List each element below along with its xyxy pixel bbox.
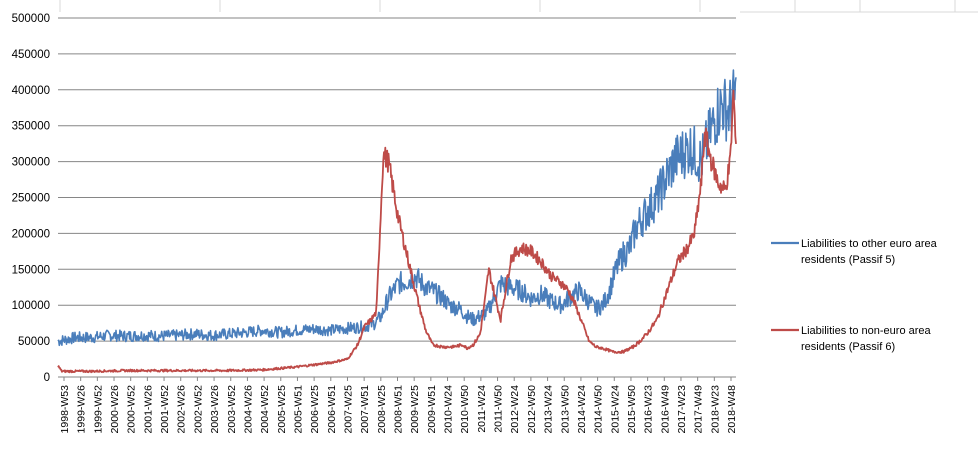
legend[interactable]: Liabilities to other euro area residents… [771, 238, 938, 353]
legend-label-passif-6-line2: residents (Passif 6) [801, 341, 895, 353]
x-tick-label: 2015-W50 [626, 385, 638, 434]
x-tick-label: 2014-W24 [576, 385, 588, 434]
x-tick-label: 2011-W50 [493, 385, 505, 433]
x-tick-label: 2014-W50 [593, 385, 605, 434]
y-tick-label: 250000 [12, 193, 50, 205]
legend-label-passif-6-line1: Liabilities to non-euro area [801, 325, 932, 337]
x-tick-label: 2002-W52 [192, 385, 204, 434]
x-tick-label: 2009-W51 [426, 385, 438, 434]
x-tick-label: 2000-W26 [109, 385, 121, 434]
legend-item-passif-6[interactable]: Liabilities to non-euro area residents (… [771, 325, 932, 353]
x-tick-label: 2002-W26 [176, 385, 188, 434]
x-tick-label: 1999-W26 [76, 385, 88, 434]
x-tick-label: 2016-W23 [643, 385, 655, 434]
x-tick-label: 1998-W53 [59, 385, 71, 434]
x-tick-label: 2013-W24 [543, 385, 555, 434]
y-tick-label: 350000 [12, 121, 50, 133]
legend-label-passif-5-line1: Liabilities to other euro area [801, 238, 938, 250]
y-tick-label: 400000 [12, 85, 50, 97]
x-tick-label: 2005-W25 [276, 385, 288, 434]
x-tick-label: 2013-W50 [559, 385, 571, 434]
x-tick-label: 2007-W51 [359, 385, 371, 434]
x-tick-label: 2017-W23 [676, 385, 688, 434]
legend-item-passif-5[interactable]: Liabilities to other euro area residents… [771, 238, 938, 266]
y-tick-label: 50000 [18, 336, 50, 348]
x-tick-label: 2001-W52 [159, 385, 171, 434]
x-tick-label: 2004-W26 [242, 385, 254, 434]
x-tick-label: 2018-W48 [726, 385, 738, 434]
spreadsheet-gridlines [59, 0, 978, 13]
x-tick-label: 1999-W52 [92, 385, 104, 434]
x-axis-tick-labels: 1998-W53 1999-W26 1999-W52 2000-W26 2000-W52… [59, 385, 738, 434]
series-lines [57, 69, 737, 374]
y-tick-label: 500000 [12, 13, 50, 25]
horizontal-gridlines [58, 17, 736, 378]
x-axis-tick-marks [63, 377, 732, 381]
legend-label-passif-5-line2: residents (Passif 5) [801, 254, 895, 266]
x-tick-label: 2006-W51 [326, 385, 338, 434]
x-tick-label: 2012-W24 [509, 385, 521, 434]
y-tick-label: 300000 [12, 157, 50, 169]
x-tick-label: 2007-W25 [342, 385, 354, 434]
x-tick-label: 2012-W50 [526, 385, 538, 434]
y-tick-label: 150000 [12, 264, 50, 276]
series-line-passif-6 [57, 89, 737, 374]
y-tick-label: 200000 [12, 228, 50, 240]
x-tick-label: 2000-W52 [126, 385, 138, 434]
x-tick-label: 2001-W26 [142, 385, 154, 434]
x-tick-label: 2005-W51 [292, 385, 304, 434]
x-tick-label: 2018-W23 [709, 385, 721, 434]
x-tick-label: 2004-W52 [259, 385, 271, 434]
x-tick-label: 2008-W25 [376, 385, 388, 434]
x-tick-label: 2003-W52 [226, 385, 238, 434]
x-tick-label: 2006-W25 [309, 385, 321, 434]
y-tick-label: 450000 [12, 49, 50, 61]
y-tick-label: 100000 [12, 300, 50, 312]
x-tick-label: 2016-W49 [659, 385, 671, 434]
x-tick-label: 2011-W24 [476, 385, 488, 433]
y-tick-label: 0 [44, 372, 50, 384]
x-tick-label: 2017-W49 [693, 385, 705, 434]
series-line-passif-5 [57, 69, 737, 347]
x-tick-label: 2008-W51 [393, 385, 405, 434]
x-tick-label: 2003-W26 [209, 385, 221, 434]
y-axis-tick-labels: 0 50000 100000 150000 200000 250000 300000 3500… [12, 13, 50, 384]
plot-area[interactable]: 0 50000 100000 150000 200000 250000 300000 3500… [12, 13, 738, 433]
x-tick-label: 2009-W25 [409, 385, 421, 434]
x-tick-label: 2015-W24 [609, 385, 621, 434]
x-tick-label: 2010-W24 [443, 385, 455, 434]
x-tick-label: 2010-W50 [459, 385, 471, 434]
